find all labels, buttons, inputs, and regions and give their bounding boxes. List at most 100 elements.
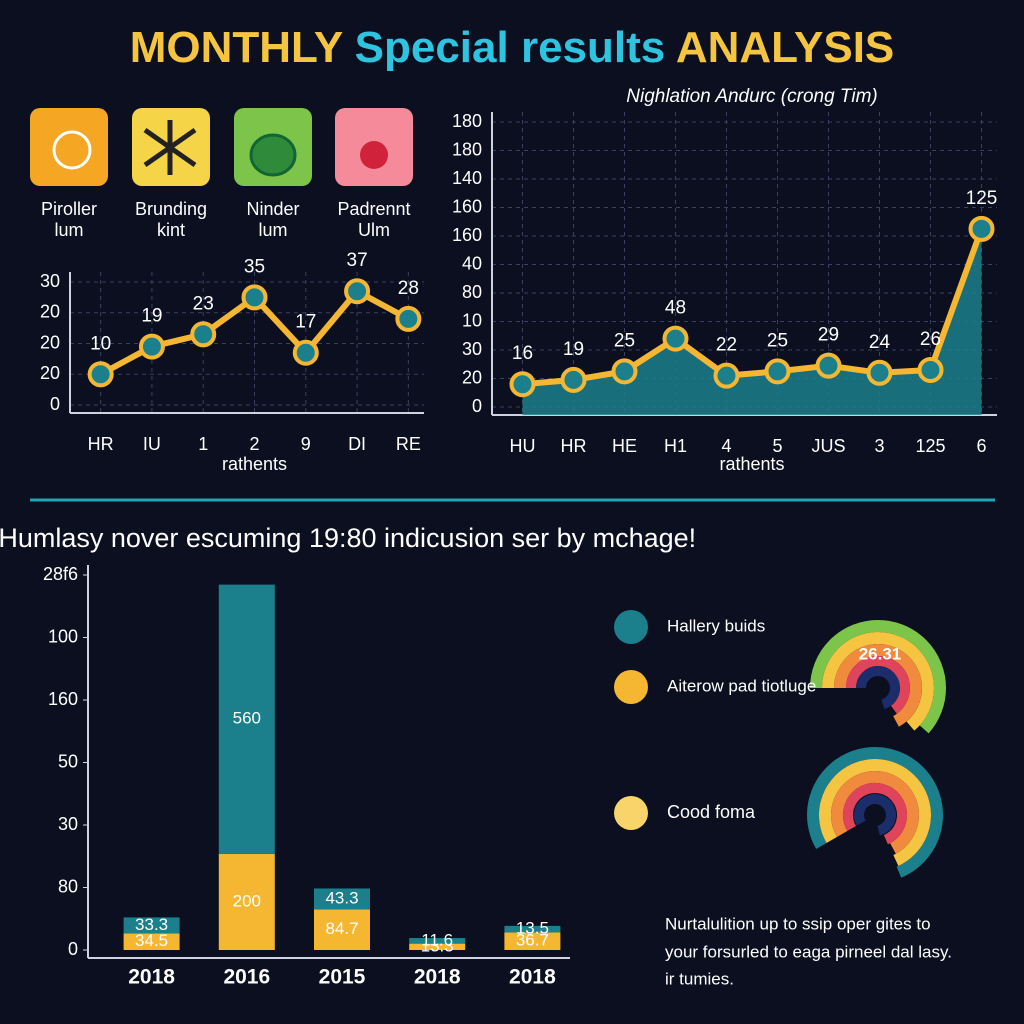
y-tick-label: 28f6 (43, 564, 78, 584)
marker (241, 284, 268, 311)
marker (344, 278, 371, 305)
marker (87, 361, 114, 388)
y-tick-label: 180 (452, 111, 482, 131)
ring (834, 644, 922, 732)
data-label: 13.5 (516, 919, 549, 938)
x-tick-label: 2016 (223, 966, 270, 989)
legend-swatch (614, 796, 648, 830)
legend-label: Aiterow pad tiotluge (667, 676, 816, 695)
ring (843, 783, 907, 847)
icon-label: Brunding (135, 199, 207, 219)
x-tick-label: 2018 (128, 966, 175, 989)
ring (854, 794, 896, 836)
marker (395, 305, 422, 332)
title-part: MONTHLY (130, 23, 343, 72)
data-label: 19 (563, 339, 584, 360)
x-tick-label: DI (348, 434, 366, 454)
legend-label: Hallery buids (667, 616, 765, 635)
marker (866, 359, 893, 386)
area (522, 228, 982, 415)
ring (810, 620, 946, 756)
icon-glyph (360, 141, 388, 169)
icon-label: Piroller (41, 199, 97, 219)
data-label: 17 (295, 312, 316, 333)
data-label: 23 (193, 293, 214, 314)
y-tick-label: 30 (462, 339, 482, 359)
data-label: 24 (869, 332, 891, 353)
icon-glyph (249, 133, 297, 177)
icon-label: lum (54, 220, 83, 240)
marker (713, 362, 740, 389)
ring (831, 771, 919, 859)
main-title: MONTHLY Special results ANALYSIS (130, 23, 895, 72)
icon-label: lum (258, 220, 287, 240)
marker (764, 358, 791, 385)
bar-segment (409, 943, 466, 950)
y-tick-label: 40 (462, 253, 482, 273)
y-tick-label: 20 (40, 302, 60, 322)
y-tick-label: 30 (40, 271, 60, 291)
data-label: 35 (244, 256, 265, 277)
title-part: ANALYSIS (676, 23, 894, 72)
y-tick-label: 100 (48, 626, 78, 646)
data-label: 26 (920, 329, 941, 350)
bar-segment (504, 932, 561, 950)
data-label: 29 (818, 325, 839, 346)
y-tick-label: 50 (58, 751, 78, 771)
bar-segment (409, 938, 466, 944)
y-tick-label: 20 (462, 367, 482, 387)
data-label: 34.5 (135, 931, 168, 950)
x-tick-label: JUS (811, 436, 845, 456)
data-label: 84.7 (325, 919, 358, 938)
icon-label: kint (157, 220, 185, 240)
footer-line: ir tumies. (665, 969, 734, 988)
x-tick-label: RE (396, 434, 421, 454)
x-tick-label: 9 (301, 434, 311, 454)
x-tick-label: H1 (664, 436, 687, 456)
x-tick-label: HU (510, 436, 536, 456)
legend-swatch (614, 610, 648, 644)
x-tick-label: 1 (198, 434, 208, 454)
marker (138, 333, 165, 360)
y-tick-label: 180 (452, 139, 482, 159)
x-tick-label: HE (612, 436, 637, 456)
bar-segment (314, 888, 370, 910)
data-label: 36.7 (516, 931, 549, 950)
data-label: 125 (966, 188, 998, 209)
data-label: 33.3 (135, 915, 168, 934)
x-tick-label: HR (561, 436, 587, 456)
icon-label: Padrennt (337, 199, 410, 219)
marker (292, 339, 319, 366)
y-tick-label: 30 (58, 814, 78, 834)
data-label: 22 (716, 335, 737, 356)
footer-line: your forsurled to eaga pirneel dal lasy. (665, 942, 952, 961)
chart-title: Nighlation Andurc (crong Tim) (626, 86, 878, 107)
ring (846, 656, 910, 720)
x-tick-label: 5 (772, 436, 782, 456)
line (522, 227, 985, 388)
y-tick-label: 160 (48, 689, 78, 709)
icon (30, 108, 108, 186)
y-tick-label: 0 (50, 394, 60, 414)
marker (560, 366, 587, 393)
y-tick-label: 10 (462, 310, 482, 330)
x-tick-label: HR (88, 434, 114, 454)
x-tick-label: 3 (874, 436, 884, 456)
ring-label: 26.31 (859, 644, 902, 663)
data-label: 11.6 (421, 930, 453, 949)
bar-segment (218, 584, 275, 854)
marker (190, 321, 217, 348)
x-tick-label: 2015 (319, 966, 366, 989)
x-tick-label: 6 (976, 436, 986, 456)
data-label: 25 (614, 330, 635, 351)
x-tick-label: 2018 (509, 966, 556, 989)
x-axis-label: rathents (719, 454, 784, 474)
y-tick-label: 80 (462, 282, 482, 302)
y-tick-label: 160 (452, 225, 482, 245)
marker (662, 325, 689, 352)
ring (819, 759, 931, 871)
data-label: 200 (233, 891, 261, 910)
chart-title: *Humlasy nover escuming 19:80 indicusion… (0, 523, 696, 553)
bar-segment (123, 917, 180, 934)
marker (509, 371, 536, 398)
